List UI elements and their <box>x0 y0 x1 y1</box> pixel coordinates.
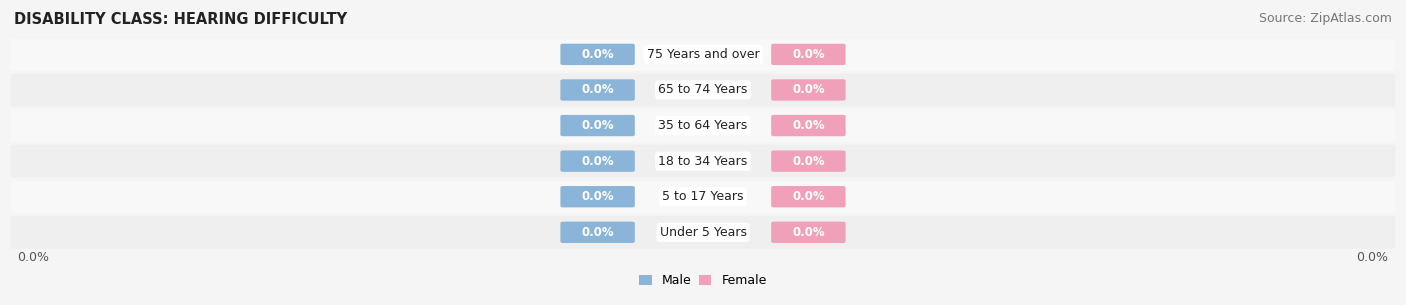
FancyBboxPatch shape <box>11 38 1395 71</box>
Legend: Male, Female: Male, Female <box>636 270 770 291</box>
Text: 75 Years and over: 75 Years and over <box>647 48 759 61</box>
FancyBboxPatch shape <box>561 44 634 65</box>
Text: 18 to 34 Years: 18 to 34 Years <box>658 155 748 168</box>
Text: 65 to 74 Years: 65 to 74 Years <box>658 84 748 96</box>
Text: 0.0%: 0.0% <box>581 84 614 96</box>
Text: 0.0%: 0.0% <box>792 48 825 61</box>
Text: 0.0%: 0.0% <box>792 155 825 168</box>
FancyBboxPatch shape <box>561 115 634 136</box>
FancyBboxPatch shape <box>561 150 634 172</box>
FancyBboxPatch shape <box>772 115 845 136</box>
Text: Under 5 Years: Under 5 Years <box>659 226 747 239</box>
Text: 0.0%: 0.0% <box>792 84 825 96</box>
FancyBboxPatch shape <box>772 150 845 172</box>
FancyBboxPatch shape <box>11 180 1395 213</box>
FancyBboxPatch shape <box>11 216 1395 249</box>
Text: 0.0%: 0.0% <box>581 48 614 61</box>
FancyBboxPatch shape <box>11 74 1395 106</box>
Text: 5 to 17 Years: 5 to 17 Years <box>662 190 744 203</box>
Text: 35 to 64 Years: 35 to 64 Years <box>658 119 748 132</box>
Text: 0.0%: 0.0% <box>581 190 614 203</box>
Text: 0.0%: 0.0% <box>1357 251 1389 264</box>
FancyBboxPatch shape <box>772 44 845 65</box>
FancyBboxPatch shape <box>561 79 634 101</box>
Text: 0.0%: 0.0% <box>17 251 49 264</box>
Text: 0.0%: 0.0% <box>581 119 614 132</box>
FancyBboxPatch shape <box>561 186 634 207</box>
FancyBboxPatch shape <box>772 79 845 101</box>
Text: Source: ZipAtlas.com: Source: ZipAtlas.com <box>1258 12 1392 25</box>
Text: 0.0%: 0.0% <box>792 190 825 203</box>
FancyBboxPatch shape <box>772 186 845 207</box>
FancyBboxPatch shape <box>772 222 845 243</box>
Text: 0.0%: 0.0% <box>792 226 825 239</box>
Text: 0.0%: 0.0% <box>581 155 614 168</box>
Text: 0.0%: 0.0% <box>792 119 825 132</box>
FancyBboxPatch shape <box>11 145 1395 178</box>
FancyBboxPatch shape <box>11 109 1395 142</box>
FancyBboxPatch shape <box>561 222 634 243</box>
Text: 0.0%: 0.0% <box>581 226 614 239</box>
Text: DISABILITY CLASS: HEARING DIFFICULTY: DISABILITY CLASS: HEARING DIFFICULTY <box>14 12 347 27</box>
